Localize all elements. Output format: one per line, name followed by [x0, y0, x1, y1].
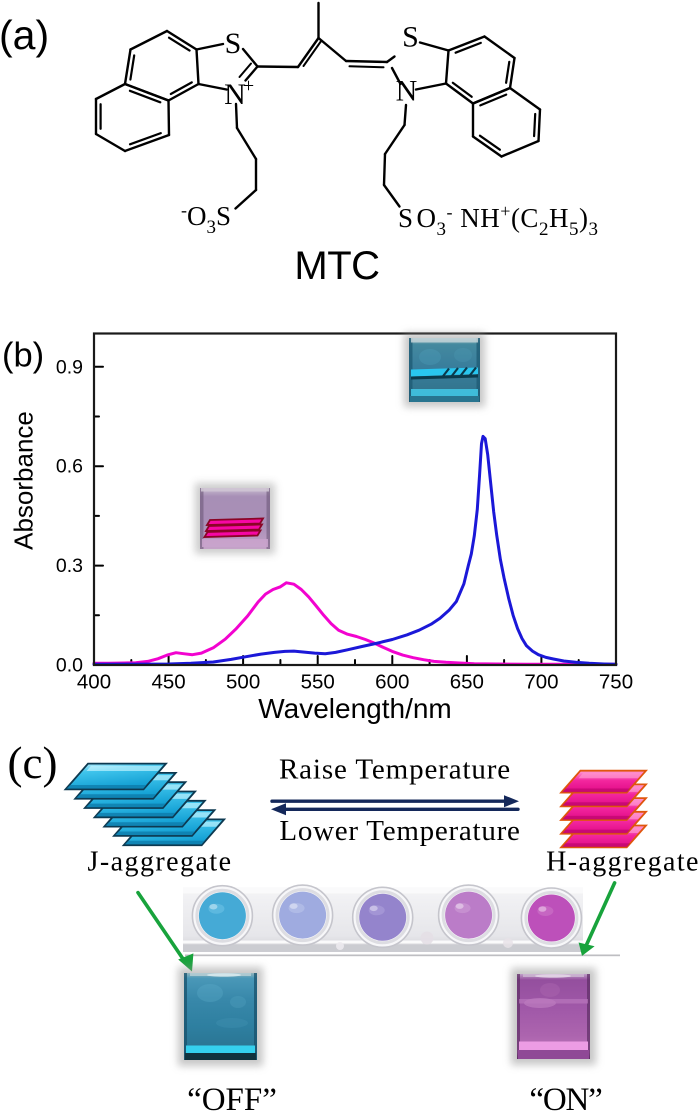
svg-text:+: +: [243, 75, 254, 97]
svg-text:J-aggregate: J-aggregate: [88, 846, 233, 877]
svg-text:500: 500: [226, 670, 260, 693]
svg-text:0.6: 0.6: [56, 456, 83, 478]
svg-text:(c): (c): [8, 740, 58, 788]
svg-text:S: S: [402, 21, 419, 54]
svg-text:Absorbance: Absorbance: [9, 411, 39, 550]
svg-text:H-aggregate: H-aggregate: [546, 847, 700, 878]
svg-text:0.3: 0.3: [56, 555, 83, 577]
svg-text:S: S: [225, 27, 242, 60]
svg-text:N: N: [396, 75, 418, 108]
svg-text:550: 550: [301, 670, 335, 693]
svg-text:0.9: 0.9: [56, 356, 83, 378]
svg-text:Raise Temperature: Raise Temperature: [279, 754, 511, 786]
svg-text:600: 600: [375, 670, 409, 693]
svg-text:650: 650: [450, 670, 484, 693]
svg-text:700: 700: [524, 670, 558, 693]
svg-text:(a): (a): [0, 12, 49, 58]
svg-text:Wavelength/nm: Wavelength/nm: [258, 693, 452, 724]
svg-text:“ON”: “ON”: [529, 1082, 602, 1113]
svg-text:450: 450: [151, 670, 185, 693]
svg-text:SO3- NH+(C2H5)3: S O3- NH+(C2H5)3: [398, 201, 598, 240]
svg-text:Lower Temperature: Lower Temperature: [279, 815, 520, 847]
svg-text:-O3S: -O3S: [181, 200, 231, 238]
svg-text:750: 750: [599, 670, 633, 693]
svg-text:“OFF”: “OFF”: [187, 1082, 277, 1113]
svg-text:N: N: [224, 78, 246, 111]
svg-text:0.0: 0.0: [56, 655, 83, 677]
svg-text:(b): (b): [2, 337, 44, 375]
svg-text:MTC: MTC: [294, 244, 379, 288]
svg-text:400: 400: [77, 670, 111, 693]
